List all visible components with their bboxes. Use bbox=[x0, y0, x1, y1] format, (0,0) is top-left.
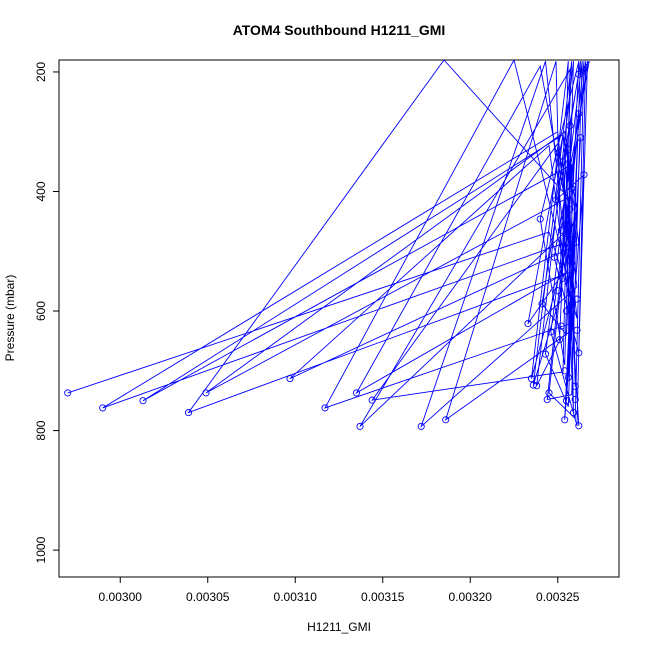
y-tick-label: 400 bbox=[34, 181, 48, 201]
y-axis-label: Pressure (mbar) bbox=[3, 275, 17, 362]
data-point bbox=[538, 300, 546, 308]
data-point bbox=[550, 253, 558, 261]
data-point bbox=[352, 389, 361, 397]
data-point bbox=[568, 301, 576, 309]
data-point bbox=[184, 409, 193, 417]
data-point bbox=[527, 375, 536, 383]
data-point bbox=[557, 226, 565, 234]
y-axis: 200 400 600 800 1000 bbox=[34, 62, 59, 563]
data-point bbox=[564, 373, 572, 381]
data-point bbox=[564, 146, 572, 154]
y-tick-label: 800 bbox=[34, 420, 48, 440]
data-point bbox=[573, 295, 581, 303]
x-tick-label: 0.00305 bbox=[186, 590, 230, 604]
data-point bbox=[561, 367, 569, 375]
data-point bbox=[536, 215, 544, 223]
data-point bbox=[562, 397, 571, 405]
data-point bbox=[529, 381, 537, 389]
data-point bbox=[573, 326, 581, 334]
data-point bbox=[559, 158, 567, 166]
data-point bbox=[568, 259, 576, 267]
y-tick-label: 600 bbox=[34, 301, 48, 321]
data-point bbox=[99, 404, 107, 412]
data-point bbox=[202, 389, 210, 397]
data-point bbox=[547, 328, 555, 336]
data-point bbox=[417, 422, 425, 430]
data-point bbox=[575, 422, 583, 430]
data-point bbox=[555, 336, 564, 344]
data-point bbox=[139, 397, 147, 405]
data-point bbox=[368, 396, 376, 404]
data-point bbox=[524, 320, 532, 328]
data-point bbox=[571, 382, 579, 390]
data-point bbox=[575, 110, 583, 118]
data-point bbox=[557, 322, 565, 330]
x-tick-label: 0.00310 bbox=[274, 590, 318, 604]
x-tick-label: 0.00320 bbox=[449, 590, 493, 604]
x-tick-label: 0.00325 bbox=[536, 590, 580, 604]
x-axis: 0.00300 0.00305 0.00310 0.00315 0.00320 0.003… bbox=[99, 577, 580, 604]
y-tick-label: 200 bbox=[34, 62, 48, 82]
y-tick-label: 1000 bbox=[34, 536, 48, 563]
plot-frame bbox=[58, 59, 620, 578]
data-point bbox=[562, 220, 571, 228]
data-point bbox=[442, 416, 450, 424]
chart-title: ATOM4 Southbound H1211_GMI bbox=[233, 22, 446, 38]
data-point bbox=[566, 205, 574, 213]
data-point bbox=[569, 235, 578, 243]
series-layer bbox=[64, 60, 590, 430]
data-point bbox=[575, 70, 583, 78]
data-point bbox=[576, 134, 585, 142]
data-point bbox=[569, 409, 578, 417]
series-line bbox=[67, 60, 590, 428]
plot-area bbox=[58, 59, 620, 578]
data-point bbox=[286, 375, 294, 383]
data-point bbox=[552, 196, 560, 204]
data-point bbox=[64, 389, 72, 397]
x-tick-label: 0.00300 bbox=[99, 590, 143, 604]
x-axis-label: H1211_GMI bbox=[307, 620, 371, 634]
data-point bbox=[545, 389, 553, 397]
data-point bbox=[321, 404, 329, 412]
data-point bbox=[562, 307, 571, 315]
data-point bbox=[541, 350, 550, 358]
data-point bbox=[571, 395, 579, 404]
data-point bbox=[533, 382, 541, 390]
data-point bbox=[554, 287, 562, 295]
data-point bbox=[543, 395, 551, 404]
data-point bbox=[568, 184, 576, 193]
data-point bbox=[561, 416, 569, 424]
data-point bbox=[559, 274, 567, 282]
data-point bbox=[356, 422, 364, 430]
data-point bbox=[566, 122, 574, 130]
data-point bbox=[575, 349, 583, 357]
x-tick-label: 0.00315 bbox=[361, 590, 405, 604]
data-point bbox=[580, 171, 588, 179]
